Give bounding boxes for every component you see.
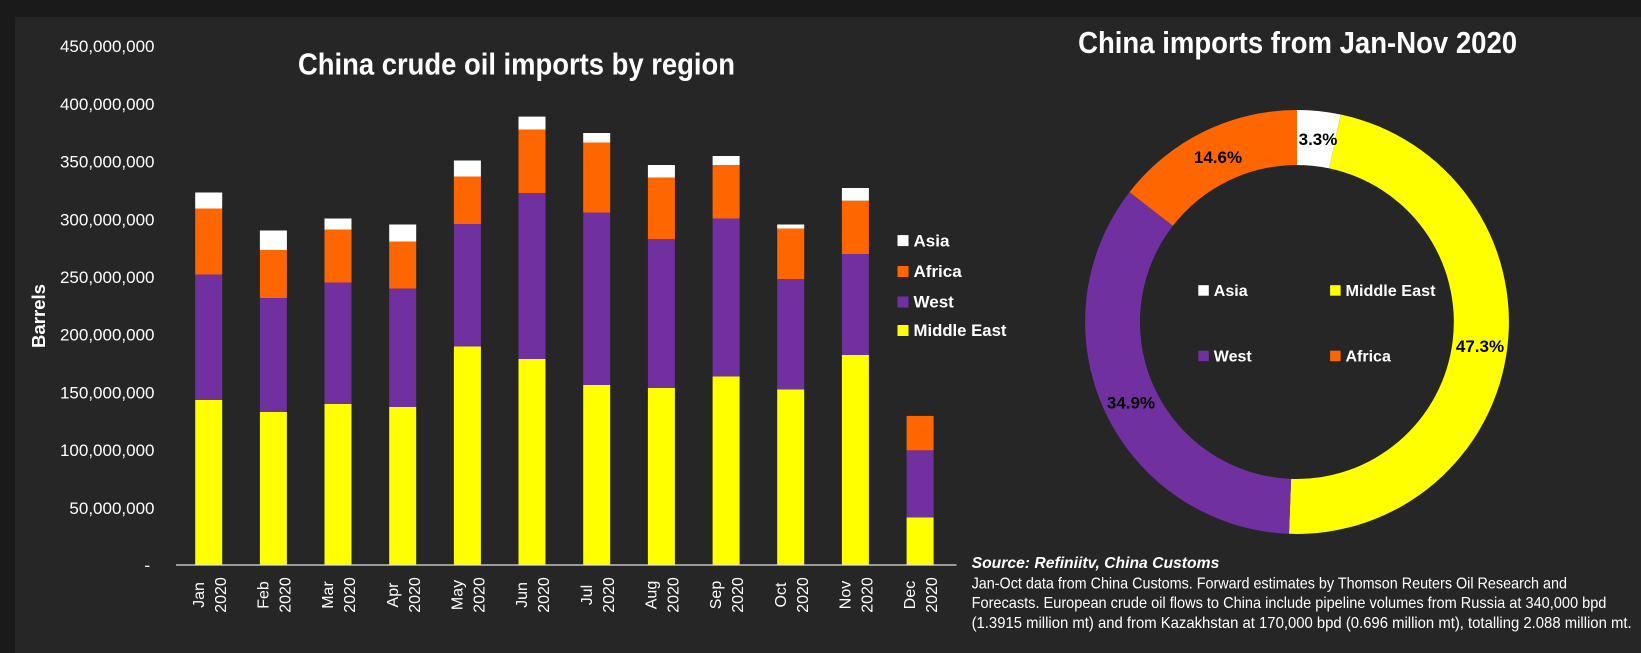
svg-text:2020: 2020: [536, 577, 553, 613]
svg-text:200,000,000: 200,000,000: [60, 326, 155, 345]
svg-text:Aug: Aug: [644, 581, 661, 609]
svg-text:350,000,000: 350,000,000: [60, 153, 155, 172]
svg-text:Feb: Feb: [256, 581, 273, 609]
svg-text:Jun: Jun: [514, 582, 531, 608]
svg-text:Middle East: Middle East: [914, 321, 1007, 340]
svg-text:Jan-Oct data from China Custom: Jan-Oct data from China Customs. Forward…: [972, 576, 1567, 593]
svg-text:2020: 2020: [795, 577, 812, 613]
svg-text:2020: 2020: [342, 577, 359, 613]
svg-text:(1.3915 million mt) and from K: (1.3915 million mt) and from Kazakhstan …: [972, 615, 1632, 632]
svg-text:2020: 2020: [213, 577, 230, 613]
svg-text:400,000,000: 400,000,000: [60, 95, 155, 114]
svg-text:Mar: Mar: [320, 581, 337, 609]
svg-text:450,000,000: 450,000,000: [60, 37, 155, 56]
svg-text:-: -: [144, 556, 150, 575]
svg-text:Dec: Dec: [902, 581, 919, 609]
svg-text:Source: Refiniitv, China Custo: Source: Refiniitv, China Customs: [972, 555, 1220, 572]
svg-text:Apr: Apr: [385, 582, 402, 608]
svg-text:2020: 2020: [601, 577, 618, 613]
svg-text:Forecasts. European crude oil: Forecasts. European crude oil flows to C…: [972, 595, 1607, 612]
svg-text:Nov: Nov: [838, 581, 855, 609]
svg-text:2020: 2020: [730, 577, 747, 613]
svg-text:China crude oil imports by reg: China crude oil imports by region: [298, 48, 735, 82]
svg-text:Asia: Asia: [914, 231, 950, 250]
svg-text:2020: 2020: [407, 577, 424, 613]
svg-text:14.6%: 14.6%: [1194, 148, 1242, 167]
svg-text:Jul: Jul: [579, 585, 596, 605]
svg-text:100,000,000: 100,000,000: [60, 441, 155, 460]
svg-text:West: West: [914, 293, 955, 312]
svg-text:2020: 2020: [924, 577, 941, 613]
svg-text:3.3%: 3.3%: [1299, 130, 1338, 149]
svg-text:Jan: Jan: [191, 582, 208, 608]
svg-text:50,000,000: 50,000,000: [69, 499, 154, 518]
svg-text:2020: 2020: [472, 577, 489, 613]
svg-text:2020: 2020: [860, 577, 877, 613]
svg-text:47.3%: 47.3%: [1456, 337, 1504, 356]
svg-text:2020: 2020: [278, 577, 295, 613]
svg-text:Barrels: Barrels: [29, 284, 49, 348]
svg-text:Asia: Asia: [1214, 283, 1248, 300]
svg-text:Africa: Africa: [914, 262, 963, 281]
svg-text:Sep: Sep: [708, 581, 725, 610]
svg-text:34.9%: 34.9%: [1107, 394, 1155, 413]
svg-text:May: May: [450, 580, 467, 610]
svg-text:Middle East: Middle East: [1346, 283, 1437, 300]
svg-text:250,000,000: 250,000,000: [60, 268, 155, 287]
svg-text:150,000,000: 150,000,000: [60, 383, 155, 402]
svg-text:Oct: Oct: [773, 582, 790, 607]
svg-text:2020: 2020: [666, 577, 683, 613]
svg-text:300,000,000: 300,000,000: [60, 210, 155, 229]
svg-text:China imports from Jan-Nov 202: China imports from Jan-Nov 2020: [1078, 26, 1517, 60]
svg-text:West: West: [1214, 349, 1253, 366]
svg-text:Africa: Africa: [1346, 349, 1391, 366]
